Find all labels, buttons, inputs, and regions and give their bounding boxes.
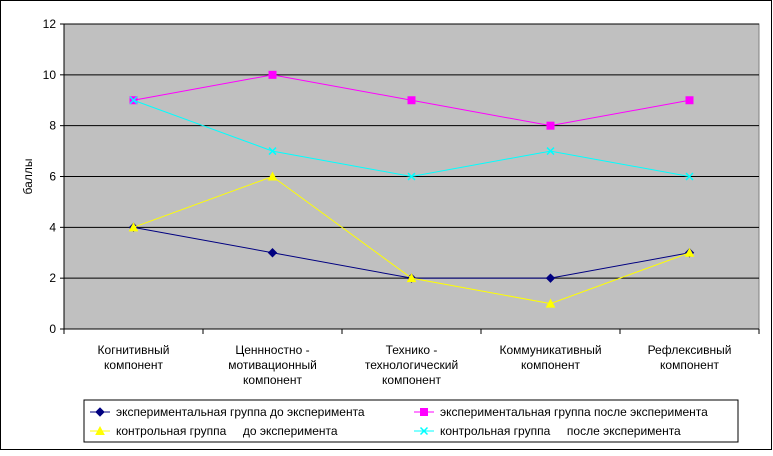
y-axis-label: баллы xyxy=(21,159,35,195)
legend-label: экспериментальная группа после экспериме… xyxy=(440,405,708,419)
y-tick-label: 8 xyxy=(49,119,56,133)
legend-item: контрольная группа после эксперимента xyxy=(414,424,681,438)
data-point xyxy=(268,70,277,79)
y-tick-label: 6 xyxy=(49,170,56,184)
y-tick-label: 12 xyxy=(43,17,57,31)
data-point xyxy=(128,222,139,232)
x-tick-label: Ценнностно -мотивационный компонент xyxy=(228,343,317,387)
y-tick-label: 4 xyxy=(49,220,56,234)
data-point xyxy=(546,147,555,156)
data-point xyxy=(129,96,138,105)
data-point xyxy=(545,298,556,308)
data-point xyxy=(95,407,105,417)
legend-item: контрольная группа до эксперимента xyxy=(90,424,338,438)
legend: экспериментальная группа до эксперимента… xyxy=(83,399,739,443)
x-tick-label: Когнитивный компонент xyxy=(98,343,170,372)
x-tick-labels: Когнитивный компонент Ценнностно -мотиваци… xyxy=(98,343,732,387)
y-tick-labels: 0 2 4 6 8 10 12 xyxy=(43,17,64,336)
series xyxy=(128,70,695,308)
data-point xyxy=(546,121,555,130)
data-point xyxy=(419,426,429,436)
data-point xyxy=(406,273,417,283)
data-point xyxy=(407,172,416,181)
legend-item: экспериментальная группа после экспериме… xyxy=(414,405,708,419)
y-tick-label: 2 xyxy=(49,271,56,285)
legend-box xyxy=(83,399,739,443)
legend-label: контрольная группа до эксперимента xyxy=(116,424,338,438)
data-point xyxy=(268,147,277,156)
x-tick-label: Коммуникативный компонент xyxy=(499,343,601,372)
data-point xyxy=(267,248,278,258)
data-point xyxy=(685,96,694,105)
legend-label: контрольная группа после эксперимента xyxy=(440,424,681,438)
data-point xyxy=(545,273,556,283)
y-tick-label: 0 xyxy=(49,322,56,336)
data-point xyxy=(95,425,105,435)
y-tick-label: 10 xyxy=(43,68,57,82)
series-3 xyxy=(128,171,695,308)
x-tick-label: Технико -технологический компонент xyxy=(365,343,458,387)
data-point xyxy=(420,408,428,416)
data-point xyxy=(685,172,694,181)
x-tick-label: Рефлексивный компонент xyxy=(648,343,732,372)
data-point xyxy=(407,96,416,105)
data-point xyxy=(267,171,278,181)
legend-item: экспериментальная группа до эксперимента xyxy=(90,405,365,419)
series-4 xyxy=(129,96,694,181)
data-point xyxy=(684,247,695,257)
legend-label: экспериментальная группа до эксперимента xyxy=(116,405,365,419)
